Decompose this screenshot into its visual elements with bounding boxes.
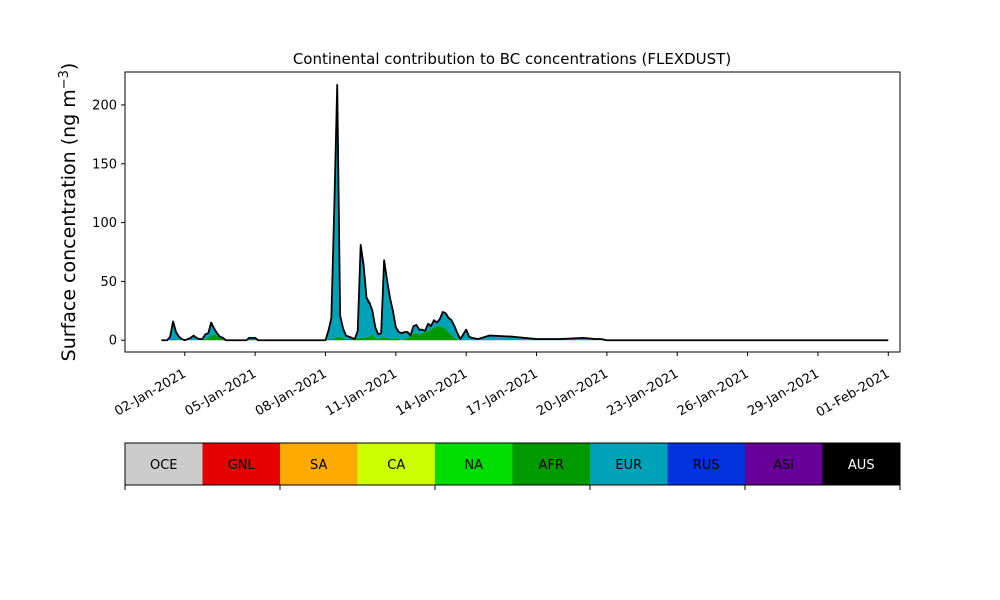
legend-swatch-gnl	[202, 443, 281, 485]
legend-swatch-aus	[822, 443, 901, 485]
y-axis-label-close: )	[58, 63, 80, 70]
legend-swatch-rus	[667, 443, 746, 485]
legend-swatch-asi	[745, 443, 823, 485]
legend: OCE GNL SA CA NA AFR EUR RUS ASI AUS	[124, 442, 901, 490]
total-concentration-line	[161, 84, 889, 342]
legend-label-oce: OCE	[150, 458, 178, 473]
y-axis: 0 50 100 150 200	[92, 98, 125, 349]
y-tick-label: 100	[92, 216, 117, 231]
legend-swatch-afr	[512, 443, 591, 485]
legend-swatch-oce	[125, 443, 203, 485]
total-line-layer	[161, 84, 889, 342]
y-axis-label-text: Surface concentration (ng m	[58, 89, 80, 361]
y-tick-label: 200	[92, 98, 117, 113]
legend-swatch-na	[435, 443, 513, 485]
y-axis-label: Surface concentration (ng m−3)	[57, 63, 80, 362]
legend-label-rus: RUS	[693, 458, 720, 473]
legend-label-afr: AFR	[539, 458, 564, 473]
y-axis-label-superscript: −3	[57, 70, 72, 89]
y-tick-label: 150	[92, 157, 117, 172]
y-tick-label: 50	[100, 275, 117, 290]
legend-label-na: NA	[464, 458, 483, 473]
plot-frame	[124, 71, 901, 353]
legend-frame	[124, 442, 901, 486]
legend-label-aus: AUS	[848, 458, 875, 473]
chart-title: Continental contribution to BC concentra…	[293, 50, 731, 68]
legend-label-sa: SA	[310, 458, 327, 473]
legend-swatch-sa	[280, 443, 358, 485]
legend-label-ca: CA	[387, 458, 405, 473]
legend-swatch-ca	[357, 443, 436, 485]
legend-swatch-eur	[590, 443, 668, 485]
legend-label-eur: EUR	[615, 458, 642, 473]
y-tick-label: 0	[109, 334, 117, 349]
legend-label-asi: ASI	[773, 458, 794, 473]
legend-label-gnl: GNL	[228, 458, 256, 473]
